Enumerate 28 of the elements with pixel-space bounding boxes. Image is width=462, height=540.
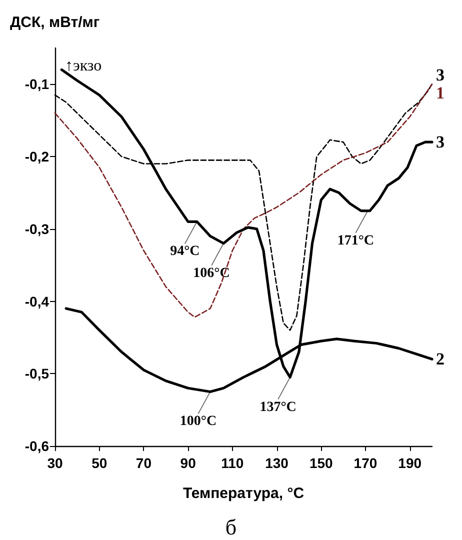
- annotation: 106°C: [193, 266, 230, 281]
- annotation: 100°C: [180, 414, 217, 430]
- x-tick-label: 110: [221, 455, 244, 471]
- series-label: 3: [436, 66, 444, 85]
- y-tick-label: -0,3: [24, 220, 50, 237]
- series-label: 2: [436, 350, 444, 369]
- x-tick-label: 30: [47, 455, 63, 471]
- x-tick-label: 170: [354, 455, 378, 471]
- y-tick-label: -0,1: [24, 76, 50, 92]
- x-tick-label: 130: [265, 455, 289, 471]
- y-tick-label: -0,6: [24, 438, 50, 454]
- annotation: 94°C: [170, 244, 200, 260]
- annotation: ↑экзо: [65, 58, 102, 74]
- text: б: [225, 514, 237, 540]
- x-tick-label: 90: [180, 455, 196, 471]
- x-axis-title: Температура, °C: [182, 485, 304, 502]
- series-label: 1: [436, 84, 444, 103]
- annotation: 137°C: [260, 400, 296, 415]
- x-tick-label: 150: [309, 455, 334, 471]
- x-tick-label: 50: [92, 455, 108, 471]
- y-axis-title: ДСК, мВт/мг: [10, 14, 100, 31]
- y-tick-label: -0,4: [24, 293, 50, 310]
- y-tick-label: -0,5: [24, 366, 50, 382]
- series-label: 3: [436, 132, 444, 152]
- annotation: 171°C: [337, 233, 374, 248]
- x-tick-label: 70: [136, 455, 152, 471]
- y-tick-label: -0,2: [24, 148, 50, 165]
- x-tick-label: 190: [398, 455, 422, 471]
